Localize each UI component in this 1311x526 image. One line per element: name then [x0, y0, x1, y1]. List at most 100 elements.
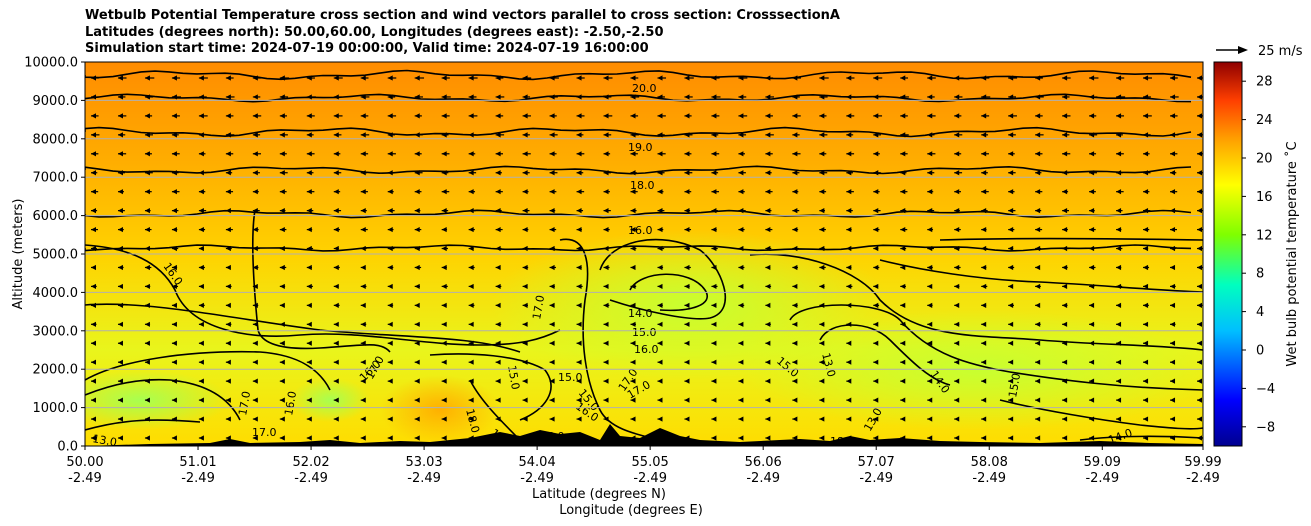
wind-vector: [765, 283, 772, 290]
wind-vector: [630, 264, 636, 271]
wind-vector: [711, 245, 718, 252]
wind-vector: [144, 283, 151, 290]
wind-vector: [279, 359, 285, 365]
contour-line: [749, 253, 1203, 351]
wind-vector: [1170, 264, 1176, 271]
wind-vector: [441, 208, 449, 214]
wind-vector: [522, 132, 530, 138]
wind-vector: [684, 378, 690, 384]
wind-vector: [1035, 226, 1043, 233]
wind-vector: [198, 151, 206, 157]
wind-vector: [684, 151, 692, 157]
wind-vector: [441, 397, 447, 403]
wind-vector: [738, 378, 744, 384]
wind-vector: [954, 340, 960, 346]
wind-vector: [171, 132, 179, 138]
wind-vector: [252, 264, 259, 271]
contour-line: [85, 350, 331, 391]
plot-area: 20.0 19.0 18.0 16.0 16.0 14.0 15.0 16.0 17.0 15.0…: [85, 62, 1203, 446]
wind-vector: [387, 189, 394, 195]
wind-vector: [333, 302, 340, 308]
wind-vector: [1035, 151, 1043, 157]
wind-vector: [414, 189, 422, 195]
wind-vector: [684, 208, 691, 214]
wind-vector: [1062, 94, 1070, 100]
wind-vector: [765, 378, 771, 384]
wind-vector: [873, 208, 881, 214]
wind-vector: [441, 416, 447, 422]
wind-vector: [1035, 132, 1044, 138]
wind-vector: [522, 321, 528, 327]
wind-vector: [819, 189, 827, 195]
wind-vector: [1116, 264, 1122, 271]
wind-vector: [1089, 226, 1096, 233]
wind-vector: [765, 435, 771, 441]
wind-vector: [657, 397, 663, 403]
wind-vector: [927, 94, 935, 100]
wind-vector: [954, 75, 964, 81]
contour-label: 17.0: [530, 294, 547, 320]
wind-vector: [1008, 151, 1015, 157]
wind-vector: [846, 283, 853, 290]
wind-vector: [549, 189, 557, 195]
wind-vector: [306, 378, 312, 384]
wind-vector: [873, 170, 881, 176]
wind-vector: [981, 151, 989, 157]
wind-vector: [900, 340, 906, 346]
wind-vector: [522, 397, 528, 403]
wind-vector: [171, 264, 178, 271]
wind-vector: [91, 208, 98, 214]
wind-vector: [981, 170, 988, 176]
wind-vector: [1197, 151, 1203, 157]
wind-vector: [900, 416, 906, 422]
wind-vector: [171, 170, 179, 176]
x-tick-label-lon: -2.49: [181, 471, 215, 486]
wind-vector: [225, 416, 231, 422]
wind-vector: [981, 397, 987, 403]
wind-vector: [1143, 151, 1150, 157]
wind-vector: [252, 189, 259, 195]
wind-vector: [333, 151, 341, 157]
wind-vector: [1035, 245, 1042, 252]
wind-vector: [1116, 208, 1123, 214]
wind-vector: [306, 170, 314, 176]
wind-vector: [1170, 113, 1178, 119]
quiver-key: 25 m/s: [1216, 44, 1303, 59]
wind-vector: [1170, 435, 1176, 441]
wind-vector: [360, 264, 366, 271]
wind-vector: [819, 245, 825, 252]
wind-vector: [1143, 94, 1151, 100]
wind-vector: [1143, 435, 1149, 441]
wind-vector: [198, 378, 204, 384]
wind-vector: [1170, 94, 1179, 100]
wind-vector: [225, 264, 231, 271]
wind-vector: [225, 113, 234, 119]
wind-vector: [91, 435, 96, 441]
wind-vector: [927, 283, 933, 290]
wind-vector: [738, 435, 744, 441]
wind-vector: [954, 321, 960, 327]
wind-vector: [252, 397, 258, 403]
wind-vector: [468, 283, 474, 290]
wind-vector: [819, 170, 828, 176]
wind-vector: [1170, 416, 1176, 422]
wind-vector: [387, 208, 395, 214]
wind-vector: [792, 245, 800, 252]
wind-vector: [468, 75, 478, 81]
wind-vector: [387, 132, 395, 138]
wind-vector: [657, 151, 666, 157]
contour-label: 16.0: [634, 343, 659, 356]
wind-vector: [225, 75, 234, 81]
wind-vector: [603, 397, 609, 403]
wind-vector: [954, 189, 961, 195]
y-tick-label: 4000.0: [33, 286, 79, 301]
wind-vector: [1008, 321, 1014, 327]
wind-vector: [684, 302, 690, 308]
wind-vector: [198, 132, 207, 138]
wind-vector: [549, 132, 558, 138]
wind-vector: [414, 151, 422, 157]
wind-vector: [117, 132, 126, 138]
wind-vector: [873, 397, 879, 403]
wind-vector: [549, 245, 556, 252]
wind-vector: [900, 245, 907, 252]
